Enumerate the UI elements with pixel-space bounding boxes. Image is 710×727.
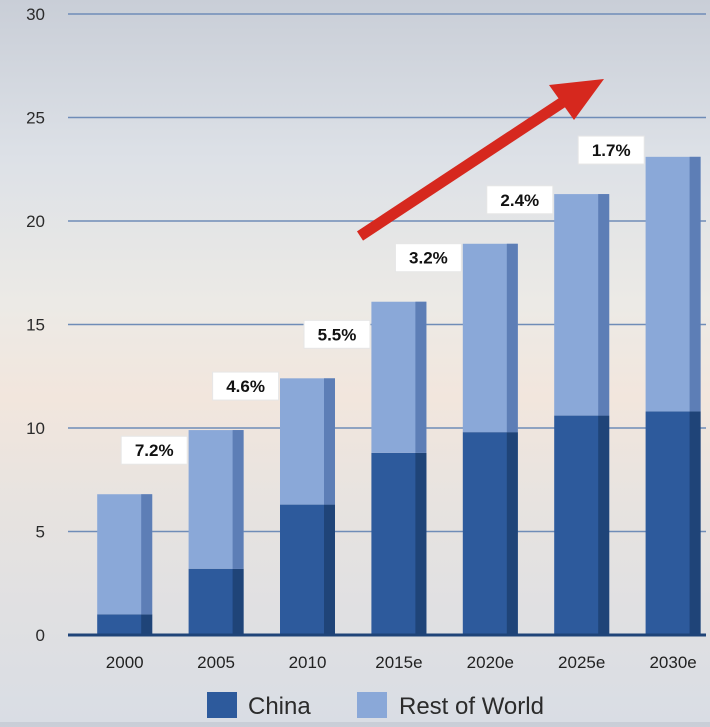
trend-arrow-head: [549, 79, 604, 120]
growth-label: 1.7%: [592, 141, 631, 160]
y-tick-label: 20: [26, 212, 45, 231]
growth-labels: 7.2% 4.6% 5.5% 3.2% 2.4% 1.7%: [120, 135, 645, 465]
bar-rest-of-world-shade: [689, 156, 701, 412]
growth-label-box: [577, 135, 645, 165]
growth-label-box: [394, 243, 462, 273]
trend-arrow: [356, 79, 604, 241]
growth-label: 4.6%: [226, 377, 265, 396]
growth-label: 2.4%: [500, 191, 539, 210]
y-tick-label: 0: [36, 626, 45, 645]
bar-china: [97, 614, 153, 635]
x-tick-label: 2000: [106, 653, 144, 672]
bar-rest-of-world-shade: [598, 194, 610, 416]
bar-china-shade: [415, 452, 427, 635]
growth-label-box: [212, 371, 280, 401]
growth-label: 5.5%: [318, 325, 357, 344]
growth-label: 7.2%: [135, 441, 174, 460]
bar-rest-of-world-shade: [506, 243, 518, 433]
bar-china-shade: [324, 504, 335, 635]
bar-china-shade: [232, 568, 244, 635]
y-tick-label: 15: [26, 316, 45, 335]
bar-china-shade: [598, 415, 610, 635]
y-tick-label: 30: [26, 5, 45, 24]
bar-rest-of-world-shade: [324, 378, 335, 505]
bar-china-shade: [506, 432, 518, 635]
y-axis-ticks: 0 5 10 15 20 25 30: [26, 5, 45, 645]
legend-label: Rest of World: [399, 693, 544, 720]
growth-label: 3.2%: [409, 249, 448, 268]
growth-label-box: [120, 435, 188, 465]
x-tick-label: 2015e: [375, 653, 422, 672]
x-tick-label: 2025e: [558, 653, 605, 672]
legend-swatch: [357, 692, 387, 718]
x-tick-label: 2005: [197, 653, 235, 672]
bar-china-shade: [141, 614, 153, 635]
y-tick-label: 25: [26, 109, 45, 128]
y-tick-label: 5: [36, 523, 45, 542]
bar-rest-of-world-shade: [415, 301, 427, 453]
legend: China Rest of World: [207, 692, 544, 720]
x-axis-ticks: 2000 2005 2010 2015e 2020e 2025e 2030e: [106, 653, 697, 672]
x-tick-label: 2030e: [649, 653, 696, 672]
y-tick-label: 10: [26, 419, 45, 438]
growth-label-box: [303, 319, 371, 349]
bars: [68, 156, 706, 637]
bar-rest-of-world-shade: [141, 494, 153, 615]
trend-arrow-shaft: [356, 97, 567, 241]
legend-swatch: [207, 692, 237, 718]
x-tick-label: 2010: [289, 653, 327, 672]
bar-rest-of-world-shade: [232, 430, 244, 569]
growth-label-box: [486, 185, 554, 215]
legend-label: China: [248, 693, 311, 720]
x-tick-label: 2020e: [467, 653, 514, 672]
bar-china-shade: [689, 411, 701, 635]
